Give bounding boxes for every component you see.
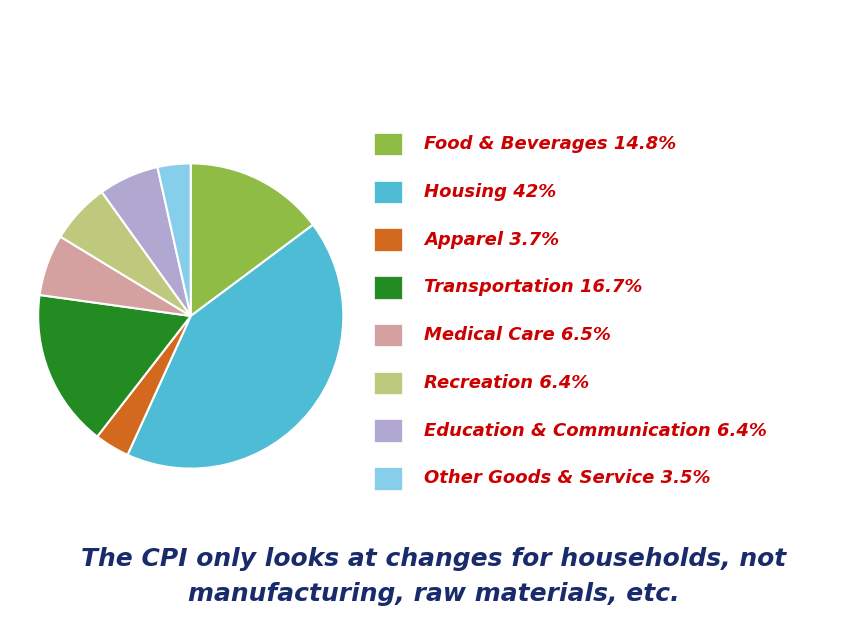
FancyBboxPatch shape <box>375 420 401 442</box>
FancyBboxPatch shape <box>375 324 401 346</box>
FancyBboxPatch shape <box>375 228 401 251</box>
Wedge shape <box>97 316 191 455</box>
FancyBboxPatch shape <box>375 133 401 155</box>
Text: Transportation 16.7%: Transportation 16.7% <box>425 279 642 296</box>
Text: Food & Beverages 14.8%: Food & Beverages 14.8% <box>425 135 677 153</box>
Text: Medical Care 6.5%: Medical Care 6.5% <box>425 326 611 344</box>
Text: Recreation 6.4%: Recreation 6.4% <box>425 374 590 392</box>
Text: Housing 42%: Housing 42% <box>425 183 557 201</box>
Wedge shape <box>61 192 191 316</box>
Text: Other Goods & Service 3.5%: Other Goods & Service 3.5% <box>425 470 711 487</box>
Text: Apparel 3.7%: Apparel 3.7% <box>425 231 559 248</box>
Wedge shape <box>191 164 313 316</box>
Text: Consumer Price Index (CPI): Consumer Price Index (CPI) <box>0 26 867 85</box>
Wedge shape <box>127 225 343 468</box>
FancyBboxPatch shape <box>375 372 401 394</box>
Wedge shape <box>101 167 191 316</box>
Text: Education & Communication 6.4%: Education & Communication 6.4% <box>425 422 767 440</box>
FancyBboxPatch shape <box>375 276 401 299</box>
Wedge shape <box>158 164 191 316</box>
FancyBboxPatch shape <box>375 181 401 203</box>
FancyBboxPatch shape <box>375 467 401 490</box>
Wedge shape <box>40 236 191 316</box>
Wedge shape <box>38 295 191 437</box>
Text: The CPI only looks at changes for households, not
manufacturing, raw materials, : The CPI only looks at changes for househ… <box>81 547 786 606</box>
